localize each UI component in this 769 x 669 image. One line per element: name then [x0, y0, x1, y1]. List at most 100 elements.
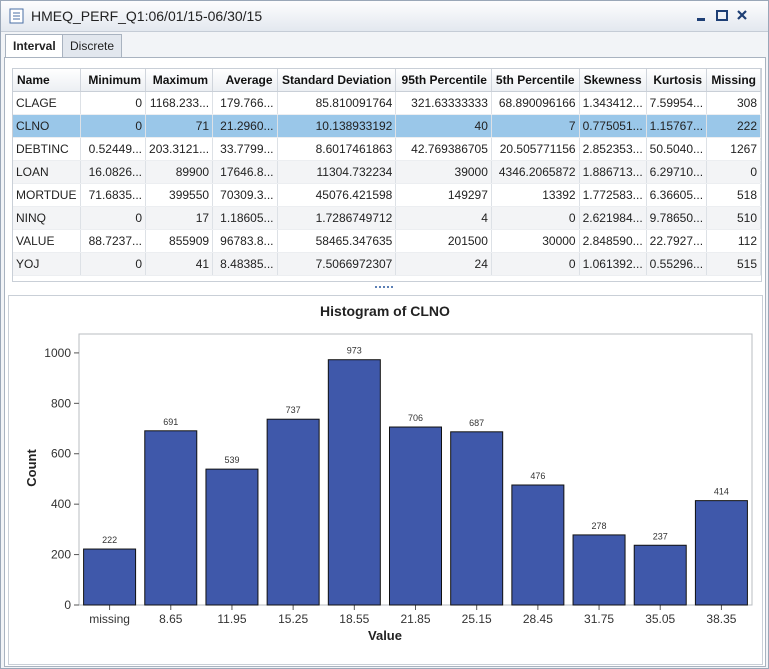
x-tick-label: 31.75: [584, 612, 614, 626]
x-tick-label: 25.15: [462, 612, 492, 626]
table-cell: 518: [706, 183, 761, 207]
column-header[interactable]: Average: [212, 69, 278, 92]
table-row[interactable]: CLNO 0 71 21.2960... 10.138933192 40 7 0.775051…: [13, 114, 761, 138]
table-cell: 20.505771156: [491, 137, 580, 161]
table-row[interactable]: DEBTINC 0.52449... 203.3121... 33.7799... 8.…: [13, 137, 761, 161]
column-header[interactable]: Standard Deviation: [277, 69, 397, 92]
table-cell: YOJ: [13, 252, 82, 276]
y-tick-label: 600: [51, 447, 71, 461]
column-header[interactable]: 5th Percentile: [491, 69, 580, 92]
chart-panel: Histogram of CLNO Value Count 0 200 400 600…: [8, 295, 763, 665]
close-button[interactable]: [737, 10, 747, 20]
table-cell: 0.52449...: [80, 137, 147, 161]
table-container: Name Minimum Maximum Average Standard Deviat…: [12, 68, 762, 282]
table-row[interactable]: VALUE 88.7237... 855909 96783.8... 58465.347…: [13, 229, 761, 253]
table-cell: 8.6017461863: [277, 137, 397, 161]
table-cell: 6.36605...: [646, 183, 708, 207]
table-cell: 1267: [706, 137, 761, 161]
table-cell: 88.7237...: [80, 229, 147, 253]
table-cell: DEBTINC: [13, 137, 82, 161]
bar: [694, 500, 748, 606]
tab[interactable]: Discrete: [62, 34, 123, 57]
data-label: 476: [530, 471, 545, 481]
table-cell: 1.886713...: [579, 160, 647, 184]
minimize-button[interactable]: [697, 18, 705, 21]
table-cell: 42.769386705: [395, 137, 492, 161]
chart-title: Histogram of CLNO: [320, 303, 450, 319]
table-cell: 0: [80, 91, 147, 115]
column-header[interactable]: Skewness: [579, 69, 647, 92]
table-row[interactable]: MORTDUE 71.6835... 399550 70309.3... 45076.4…: [13, 183, 761, 207]
table-cell: 6.29710...: [646, 160, 708, 184]
table-cell: 510: [706, 206, 761, 230]
x-tick-label: 28.45: [523, 612, 553, 626]
table-cell: CLAGE: [13, 91, 82, 115]
column-header[interactable]: Minimum: [80, 69, 147, 92]
table-cell: 22.7927...: [646, 229, 708, 253]
x-tick-label: missing: [89, 612, 130, 626]
table-cell: 1168.233...: [145, 91, 214, 115]
column-header[interactable]: Name: [13, 69, 82, 92]
data-label: 691: [163, 417, 178, 427]
table-cell: 21.2960...: [212, 114, 278, 138]
table-cell: 2.848590...: [579, 229, 647, 253]
header-row: Name Minimum Maximum Average Standard Deviat…: [13, 69, 761, 92]
table-cell: 7.59954...: [646, 91, 708, 115]
table-cell: 33.7799...: [212, 137, 278, 161]
table-cell: 179.766...: [212, 91, 278, 115]
column-header[interactable]: 95th Percentile: [395, 69, 492, 92]
table-cell: 399550: [145, 183, 214, 207]
table-cell: 70309.3...: [212, 183, 278, 207]
table-row[interactable]: NINQ 0 17 1.18605... 1.7286749712 4 0 2.621984.…: [13, 206, 761, 230]
data-label: 539: [224, 455, 239, 465]
bar: [266, 418, 320, 606]
splitter[interactable]: [5, 284, 765, 292]
x-tick-label: 38.35: [706, 612, 736, 626]
table-cell: 13392: [491, 183, 580, 207]
bar: [388, 426, 443, 606]
table-cell: 1.061392...: [579, 252, 647, 276]
column-header[interactable]: Maximum: [145, 69, 214, 92]
x-tick-label: 21.85: [400, 612, 430, 626]
table-cell: 85.810091764: [277, 91, 397, 115]
column-header[interactable]: Missing: [706, 69, 761, 92]
maximize-button[interactable]: [716, 10, 728, 21]
table-cell: 9.78650...: [646, 206, 708, 230]
table-cell: 112: [706, 229, 761, 253]
x-tick-label: 18.55: [339, 612, 369, 626]
data-label: 222: [102, 535, 117, 545]
data-label: 414: [714, 487, 729, 497]
bar: [511, 484, 565, 606]
bar: [205, 468, 259, 606]
table-cell: 0.775051...: [579, 114, 647, 138]
data-label: 278: [592, 521, 607, 531]
table-cell: 0: [491, 252, 580, 276]
table-cell: NINQ: [13, 206, 82, 230]
table-cell: 1.15767...: [646, 114, 708, 138]
window-icon: [9, 8, 24, 24]
table-cell: 68.890096166: [491, 91, 580, 115]
y-tick-label: 400: [51, 497, 71, 511]
table-cell: 24: [395, 252, 492, 276]
bar: [572, 534, 626, 606]
tab[interactable]: Interval: [5, 34, 64, 58]
table-cell: 71: [145, 114, 214, 138]
column-header[interactable]: Kurtosis: [646, 69, 708, 92]
table-cell: 17: [145, 206, 214, 230]
table-row[interactable]: YOJ 0 41 8.48385... 7.5066972307 24 0 1.061392.…: [13, 252, 761, 276]
table-cell: 855909: [145, 229, 214, 253]
table-row[interactable]: LOAN 16.0826... 89900 17646.8... 11304.73223…: [13, 160, 761, 184]
tab-panel: Name Minimum Maximum Average Standard Deviat…: [4, 57, 766, 667]
table-row[interactable]: CLAGE 0 1168.233... 179.766... 85.810091764 3…: [13, 91, 761, 115]
table-cell: 40: [395, 114, 492, 138]
table-cell: 7: [491, 114, 580, 138]
window-title: HMEQ_PERF_Q1:06/01/15-06/30/15: [31, 8, 263, 24]
table-cell: 71.6835...: [80, 183, 147, 207]
y-tick-label: 1000: [44, 346, 71, 360]
table-cell: 4: [395, 206, 492, 230]
y-axis-label: Count: [24, 449, 39, 487]
table-cell: 0: [491, 206, 580, 230]
table-cell: 17646.8...: [212, 160, 278, 184]
table-cell: 515: [706, 252, 761, 276]
